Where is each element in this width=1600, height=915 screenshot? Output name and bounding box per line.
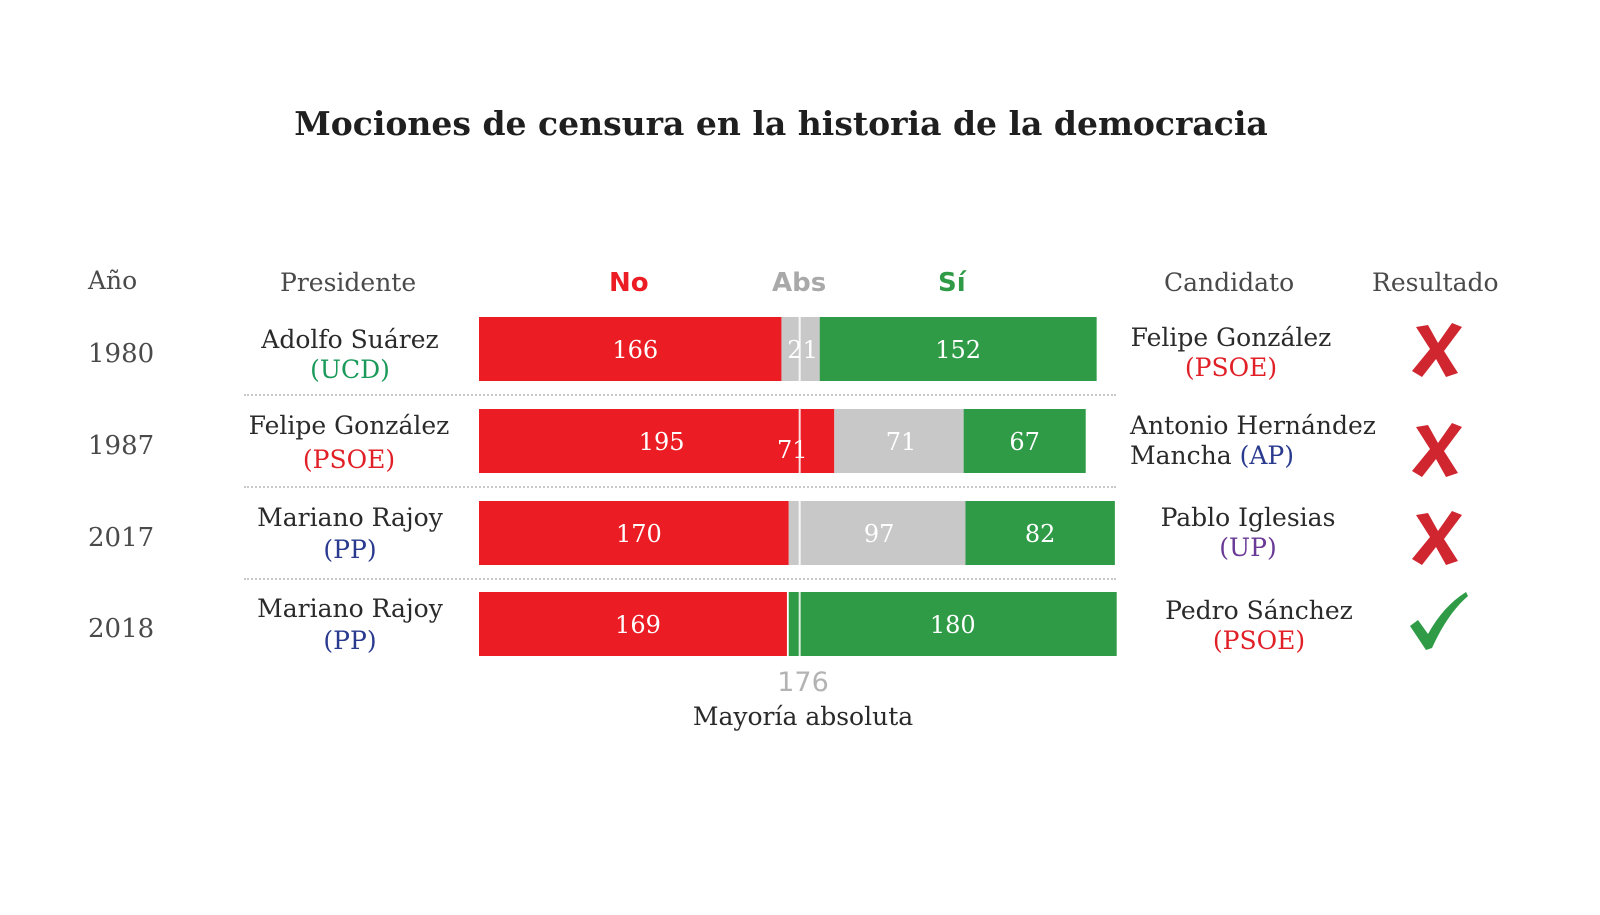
year-label: 1987: [88, 431, 155, 461]
row-divider: [244, 394, 1116, 396]
president-label: Adolfo Suárez: [261, 325, 439, 354]
candidate-label: Pedro Sánchez: [1165, 596, 1353, 625]
candidate-party: (AP): [1239, 441, 1294, 470]
motion-row-1987: 1987 Felipe González (PSOE) Antonio Hern…: [0, 409, 1600, 501]
candidate-name: Pablo Iglesias (UP): [1140, 503, 1356, 563]
majority-label: Mayoría absoluta: [692, 702, 914, 731]
header-candidate: Candidato: [1164, 268, 1295, 297]
bar-label-si: 180: [930, 611, 976, 639]
legend-abs: Abs: [772, 268, 827, 298]
candidate-label: Pablo Iglesias: [1160, 503, 1336, 532]
row-divider: [244, 486, 1116, 488]
motion-row-2017: 2017 Mariano Rajoy (PP) Pablo Iglesias (…: [0, 501, 1600, 593]
president-party: (PP): [323, 626, 377, 655]
bar-segment-abs: [788, 501, 966, 565]
president-party: (UCD): [310, 355, 390, 384]
bar-label-no-extra: 71: [777, 436, 808, 464]
bar-segment-si: [965, 501, 1115, 565]
bar-label-si: 82: [1025, 520, 1056, 548]
president-name: Mariano Rajoy (PP): [240, 594, 460, 656]
president-party: (PP): [323, 535, 377, 564]
legend-no: No: [609, 268, 649, 298]
x-icon: [1412, 323, 1462, 377]
president-label: Mariano Rajoy: [257, 503, 443, 532]
majority-value: 176: [777, 667, 829, 698]
header-year: Año: [88, 266, 138, 295]
president-party: (PSOE): [302, 445, 396, 474]
x-icon: [1412, 423, 1462, 477]
bar-label-no: 195: [639, 428, 685, 456]
bar-label-abs: 97: [864, 520, 895, 548]
motion-row-1980: 1980 Adolfo Suárez (UCD) Felipe González…: [0, 317, 1600, 409]
candidate-label: Felipe González: [1130, 323, 1332, 352]
bar-segment-no: [479, 592, 787, 656]
candidate-label-line2: Mancha: [1130, 441, 1232, 470]
candidate-name: Felipe González (PSOE): [1118, 323, 1344, 383]
bar-segment-abs: [834, 409, 964, 473]
candidate-name: Antonio Hernández Mancha (AP): [1130, 411, 1386, 471]
bar-label-no: 170: [616, 520, 662, 548]
header-president: Presidente: [280, 268, 417, 297]
candidate-party: (PSOE): [1212, 626, 1306, 655]
bar-label-si: 67: [1009, 428, 1040, 456]
bar-segment-no: [479, 501, 789, 565]
bar-label-no: 169: [615, 611, 661, 639]
bar-segment-no: [479, 409, 835, 473]
check-icon: [1410, 592, 1468, 650]
row-divider: [244, 578, 1116, 580]
president-label: Mariano Rajoy: [257, 594, 443, 623]
president-name: Mariano Rajoy (PP): [240, 503, 460, 565]
bar-label-abs: 71: [886, 428, 917, 456]
year-label: 2017: [88, 523, 155, 553]
bar-segment-si: [788, 592, 1117, 656]
president-name: Felipe González (PSOE): [236, 411, 462, 475]
bar-segment-si: [819, 317, 1097, 381]
chart-title: Mociones de censura en la historia de la…: [294, 104, 1268, 143]
x-icon: [1412, 511, 1462, 565]
bar-segment-no: [479, 317, 782, 381]
year-label: 2018: [88, 614, 155, 644]
bar-segment-si: [963, 409, 1086, 473]
candidate-party: (PSOE): [1184, 353, 1278, 382]
bar-label-abs: 21: [787, 336, 818, 364]
bar-label-si: 152: [935, 336, 981, 364]
candidate-label: Antonio Hernández: [1130, 411, 1376, 440]
bar-label-no: 166: [612, 336, 658, 364]
header-result: Resultado: [1372, 268, 1499, 297]
legend-si: Sí: [938, 268, 966, 298]
year-label: 1980: [88, 339, 155, 369]
candidate-name: Pedro Sánchez (PSOE): [1140, 596, 1378, 656]
motion-row-2018: 2018 Mariano Rajoy (PP) Pedro Sánchez (P…: [0, 592, 1600, 684]
president-name: Adolfo Suárez (UCD): [240, 325, 460, 385]
president-label: Felipe González: [248, 411, 450, 440]
candidate-party: (UP): [1219, 533, 1277, 562]
